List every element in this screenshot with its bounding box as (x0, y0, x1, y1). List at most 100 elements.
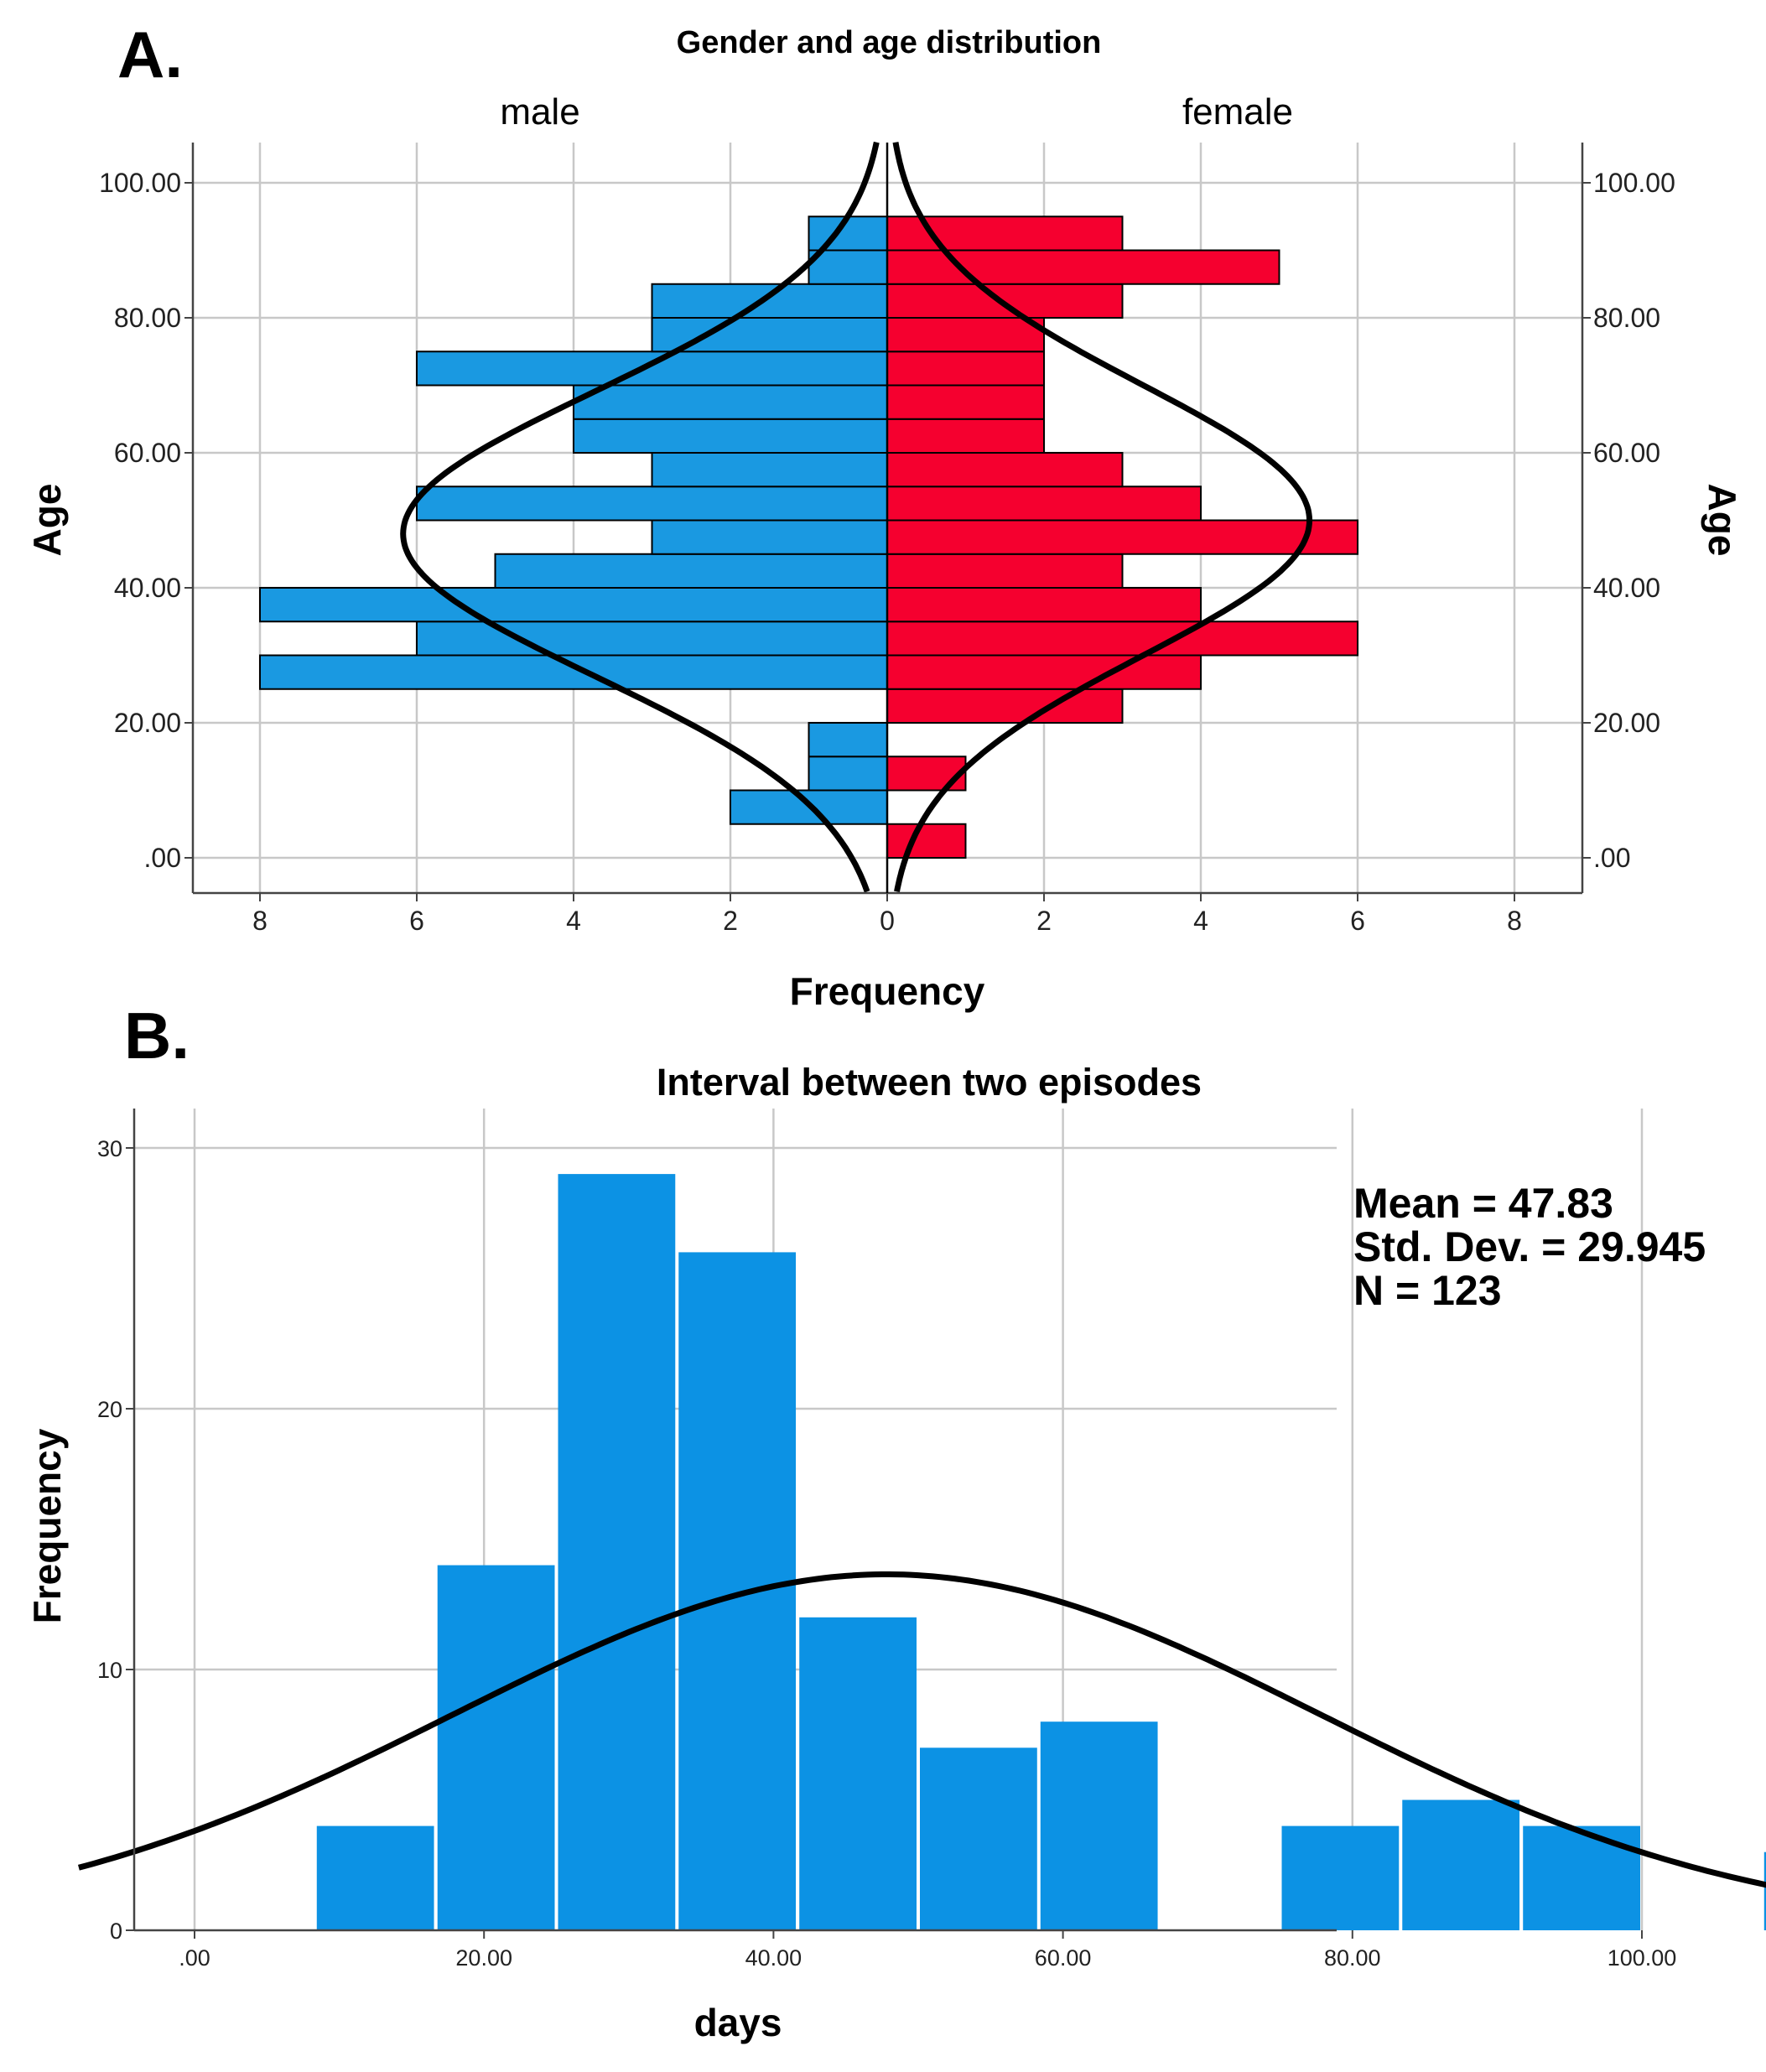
chart-b-title: Interval between two episodes (657, 1061, 1202, 1104)
male-bar (416, 486, 888, 522)
male-bar (808, 756, 888, 792)
chart-a-y-tick-label-right: 40.00 (1593, 573, 1660, 603)
male-bar (651, 452, 888, 488)
panel-label-a: A. (117, 18, 183, 91)
histogram-bar (316, 1825, 434, 1930)
histogram-bar (1402, 1799, 1520, 1930)
chart-a-x-tick-label: 0 (880, 906, 895, 936)
female-normal-curve (892, 142, 1313, 892)
female-bar (886, 519, 1358, 555)
panel-a: A. Gender and age distribution male fema… (25, 18, 1744, 1013)
chart-a-y-tick-label-right: 80.00 (1593, 303, 1660, 333)
chart-a-y-tick-label-right: 60.00 (1593, 438, 1660, 468)
female-bar (886, 418, 1045, 454)
histogram-bar (678, 1252, 797, 1930)
chart-a-y-tick-label-right: 100.00 (1593, 168, 1675, 198)
side-label-female: female (1182, 91, 1293, 132)
panel-label-b: B. (124, 999, 190, 1072)
chart-b-x-tick-label: 80.00 (1324, 1945, 1381, 1971)
chart-b-y-tick-label: 30 (97, 1136, 122, 1161)
male-bar (259, 587, 888, 623)
chart-b-y-ticks: 0 10 20 30 (97, 1136, 134, 1944)
chart-a-y-tick-label-left: 100.00 (99, 168, 181, 198)
chart-a-y-axis-label-right: Age (1701, 484, 1744, 557)
male-bar (416, 351, 888, 387)
side-label-male: male (500, 91, 579, 132)
chart-a-x-tick-label: 4 (566, 906, 581, 936)
chart-b-x-tick-label: 60.00 (1035, 1945, 1092, 1971)
male-bar (573, 418, 888, 454)
stats-box: Mean = 47.83 Std. Dev. = 29.945 N = 123 (1353, 1180, 1706, 1314)
chart-b-x-tick-label: 40.00 (745, 1945, 802, 1971)
female-bar (886, 756, 967, 792)
chart-a-x-tick-label: 6 (409, 906, 424, 936)
female-bar (886, 452, 1124, 488)
female-bar (886, 587, 1202, 623)
histogram-bar (1763, 1851, 1766, 1930)
male-bar (808, 722, 888, 758)
histogram-bars (316, 1174, 1766, 1930)
chart-b-axes (132, 1109, 1337, 1932)
chart-b-y-tick-label: 20 (97, 1397, 122, 1422)
chart-a-x-tick-label: 8 (1507, 906, 1522, 936)
stats-n: N = 123 (1353, 1267, 1502, 1314)
chart-a-y-tick-label-left: .00 (144, 843, 181, 873)
female-bar (886, 384, 1045, 420)
panel-b: B. Interval between two episodes .00 20.0… (25, 999, 1766, 2044)
female-bar (886, 621, 1358, 657)
chart-a-y-ticks-right: .00 20.00 40.00 60.00 80.00 100.00 (1582, 168, 1675, 873)
male-bar (416, 621, 888, 657)
male-bars (259, 216, 888, 825)
female-bar (886, 486, 1202, 522)
male-bar (808, 216, 888, 252)
chart-a-y-ticks-left: .00 20.00 40.00 60.00 80.00 100.00 (99, 168, 193, 873)
chart-a-title: Gender and age distribution (677, 25, 1102, 60)
chart-a-y-tick-label-right: .00 (1593, 843, 1630, 873)
chart-b-x-axis-label: days (694, 2001, 782, 2044)
histogram-bar (558, 1174, 676, 1930)
chart-a-x-ticks: 8 6 4 2 0 2 4 6 8 (252, 893, 1522, 936)
chart-a-y-tick-label-left: 60.00 (114, 438, 181, 468)
chart-b-x-tick-label: 20.00 (455, 1945, 512, 1971)
histogram-normal-curve (77, 1571, 1766, 1888)
female-bar (886, 553, 1124, 589)
chart-a-x-tick-label: 2 (723, 906, 738, 936)
male-normal-curve (400, 141, 880, 893)
chart-b-y-tick-label: 10 (97, 1658, 122, 1683)
male-bar (259, 654, 888, 690)
histogram-bar (1523, 1825, 1640, 1930)
histogram-bar (437, 1565, 555, 1930)
chart-a-y-tick-label-left: 20.00 (114, 708, 181, 738)
histogram-bar (920, 1747, 1037, 1930)
chart-b-x-tick-label: 100.00 (1608, 1945, 1677, 1971)
chart-a-y-tick-label-right: 20.00 (1593, 708, 1660, 738)
chart-b-y-tick-label: 0 (110, 1919, 122, 1944)
chart-b-x-ticks: .0020.0040.0060.0080.00100.00120.00140.0… (179, 1930, 1677, 1971)
histogram-bar (799, 1617, 917, 1930)
female-bar (886, 823, 967, 859)
chart-a-x-axis-label: Frequency (790, 969, 985, 1013)
male-bar (651, 283, 888, 319)
male-bar (494, 553, 888, 589)
female-bar (886, 351, 1045, 387)
chart-a-x-tick-label: 4 (1193, 906, 1208, 936)
histogram-bar (1281, 1825, 1400, 1930)
chart-b-y-axis-label: Frequency (25, 1428, 69, 1623)
chart-a-y-tick-label-left: 40.00 (114, 573, 181, 603)
stats-std-dev: Std. Dev. = 29.945 (1353, 1223, 1706, 1270)
chart-a-y-axis-label-left: Age (25, 484, 69, 557)
chart-a-x-tick-label: 8 (252, 906, 267, 936)
male-bar (573, 384, 888, 420)
chart-a-axes (191, 143, 1584, 895)
female-bars (886, 216, 1358, 859)
stats-mean: Mean = 47.83 (1353, 1180, 1613, 1227)
chart-a-x-tick-label: 6 (1350, 906, 1365, 936)
male-bar (808, 249, 888, 285)
histogram-bar (1040, 1721, 1158, 1930)
chart-a-x-tick-label: 2 (1036, 906, 1052, 936)
female-bar (886, 688, 1124, 724)
chart-a-y-tick-label-left: 80.00 (114, 303, 181, 333)
female-bar (886, 317, 1045, 353)
male-bar (651, 519, 888, 555)
